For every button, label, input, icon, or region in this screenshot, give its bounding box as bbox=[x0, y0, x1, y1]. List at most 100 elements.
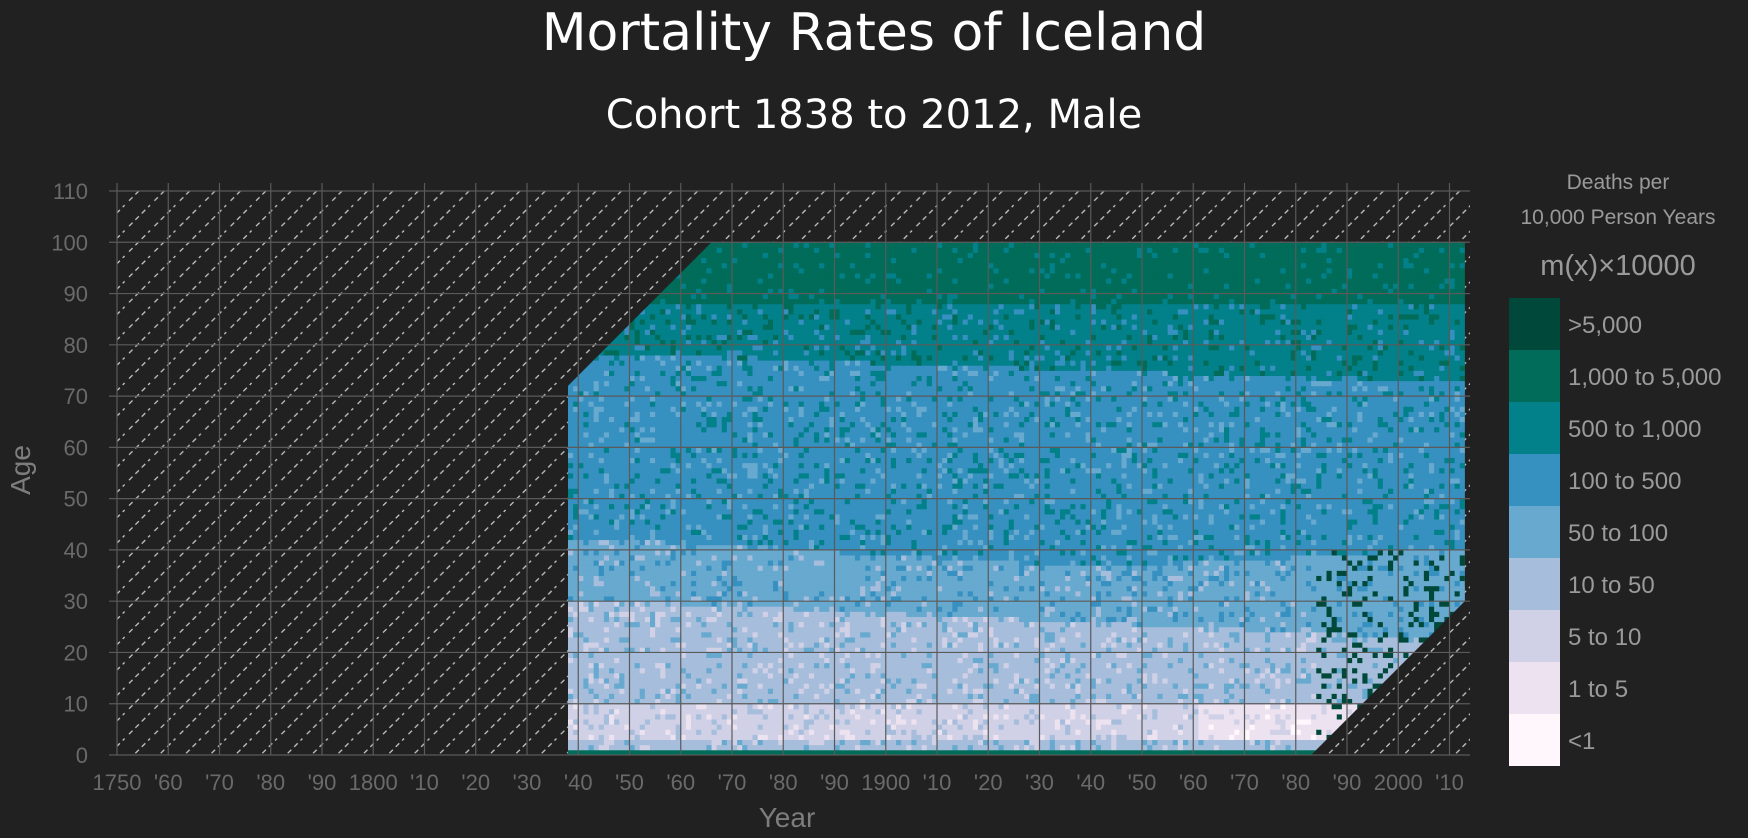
heatmap-cell bbox=[573, 421, 579, 428]
heatmap-cell bbox=[798, 544, 805, 551]
heatmap-cell bbox=[670, 678, 677, 684]
heatmap-cell bbox=[778, 339, 784, 346]
heatmap-cell bbox=[711, 457, 718, 464]
heatmap-cell bbox=[706, 273, 712, 279]
heatmap-cell bbox=[788, 652, 794, 658]
heatmap-cell bbox=[650, 734, 656, 741]
heatmap-cell bbox=[639, 693, 646, 699]
heatmap-cell bbox=[767, 473, 774, 479]
heatmap-cell bbox=[609, 483, 615, 489]
heatmap-cell bbox=[788, 385, 794, 392]
heatmap-cell bbox=[737, 683, 743, 689]
heatmap-cell bbox=[757, 534, 764, 541]
heatmap-cell bbox=[747, 257, 753, 264]
heatmap-cell bbox=[573, 698, 579, 705]
heatmap-cell bbox=[583, 462, 589, 469]
heatmap-cell bbox=[747, 616, 753, 623]
heatmap-cell bbox=[788, 252, 794, 259]
heatmap-cell bbox=[598, 652, 605, 658]
heatmap-cell bbox=[783, 575, 789, 582]
heatmap-cell bbox=[691, 334, 697, 341]
heatmap-cell bbox=[732, 652, 738, 658]
heatmap-cell bbox=[788, 739, 794, 746]
heatmap-cell bbox=[732, 349, 738, 356]
heatmap-cell bbox=[752, 703, 759, 710]
heatmap-cell bbox=[691, 678, 697, 684]
heatmap-cell bbox=[808, 288, 815, 294]
heatmap-cell bbox=[793, 247, 800, 253]
heatmap-cell bbox=[732, 626, 738, 633]
heatmap-cell bbox=[583, 703, 589, 710]
heatmap-cell bbox=[767, 508, 774, 515]
heatmap-cell bbox=[639, 657, 646, 664]
heatmap-cell bbox=[609, 442, 615, 448]
heatmap-cell bbox=[624, 349, 630, 356]
heatmap-cell bbox=[655, 483, 661, 489]
heatmap-cell bbox=[670, 319, 677, 325]
heatmap-cell bbox=[803, 452, 810, 459]
heatmap-cell bbox=[588, 749, 595, 756]
heatmap-cell bbox=[685, 473, 692, 479]
heatmap-cell bbox=[711, 349, 718, 356]
heatmap-cell bbox=[675, 724, 682, 730]
heatmap-cell bbox=[675, 457, 682, 464]
heatmap-cell bbox=[593, 601, 600, 607]
heatmap-cell bbox=[757, 426, 764, 433]
heatmap-cell bbox=[578, 406, 584, 412]
heatmap-cell bbox=[778, 385, 784, 392]
heatmap-cell bbox=[670, 375, 677, 382]
heatmap-cell bbox=[634, 539, 641, 546]
heatmap-cell bbox=[696, 555, 702, 561]
heatmap-cell bbox=[588, 544, 595, 551]
heatmap-cell bbox=[680, 349, 687, 356]
heatmap-cell bbox=[762, 642, 769, 648]
heatmap-cell bbox=[747, 657, 753, 664]
heatmap-cell bbox=[778, 498, 784, 505]
heatmap-cell bbox=[798, 493, 805, 500]
heatmap-cell bbox=[747, 672, 753, 679]
heatmap-cell bbox=[624, 498, 630, 505]
heatmap-cell bbox=[726, 380, 733, 387]
heatmap-cell bbox=[711, 662, 718, 669]
heatmap-cell bbox=[732, 298, 738, 305]
heatmap-cell bbox=[675, 483, 682, 489]
heatmap-cell bbox=[737, 308, 743, 315]
heatmap-cell bbox=[634, 365, 641, 371]
heatmap-cell bbox=[665, 647, 671, 653]
heatmap-cell bbox=[593, 606, 600, 612]
heatmap-cell bbox=[598, 406, 605, 412]
heatmap-cell bbox=[701, 503, 707, 510]
heatmap-cell bbox=[757, 657, 764, 664]
heatmap-cell bbox=[737, 534, 743, 541]
heatmap-cell bbox=[788, 667, 794, 674]
heatmap-cell bbox=[696, 570, 702, 576]
heatmap-cell bbox=[778, 298, 784, 305]
heatmap-cell bbox=[660, 416, 666, 423]
heatmap-cell bbox=[598, 473, 605, 479]
heatmap-cell bbox=[783, 565, 789, 571]
heatmap-cell bbox=[691, 580, 697, 587]
heatmap-cell bbox=[665, 334, 671, 341]
heatmap-cell bbox=[721, 355, 728, 361]
heatmap-cell bbox=[655, 503, 661, 510]
heatmap-cell bbox=[778, 273, 784, 279]
heatmap-cell bbox=[639, 698, 646, 705]
heatmap-cell bbox=[644, 544, 651, 551]
heatmap-cell bbox=[675, 344, 682, 351]
heatmap-cell bbox=[588, 647, 595, 653]
heatmap-cell bbox=[701, 370, 707, 376]
heatmap-cell bbox=[639, 611, 646, 617]
heatmap-cell bbox=[778, 585, 784, 592]
heatmap-cell bbox=[629, 672, 636, 679]
heatmap-cell bbox=[721, 411, 728, 417]
heatmap-cell bbox=[691, 708, 697, 715]
heatmap-cell bbox=[706, 349, 712, 356]
heatmap-cell bbox=[747, 719, 753, 725]
heatmap-cell bbox=[721, 442, 728, 448]
heatmap-cell bbox=[732, 411, 738, 417]
heatmap-cell bbox=[670, 642, 677, 648]
heatmap-cell bbox=[732, 524, 738, 530]
heatmap-cell bbox=[691, 585, 697, 592]
heatmap-cell bbox=[788, 308, 794, 315]
heatmap-cell bbox=[762, 519, 769, 525]
